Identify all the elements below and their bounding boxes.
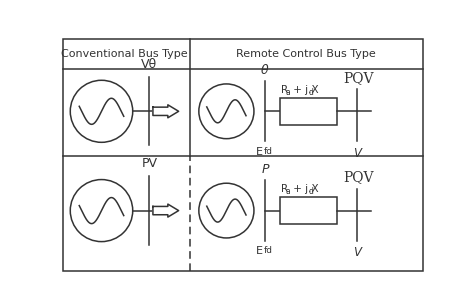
Text: Remote Control Bus Type: Remote Control Bus Type [237,49,376,59]
Text: + j.X: + j.X [290,85,318,95]
Bar [280,98,337,125]
Polygon shape [153,204,179,217]
Text: + j.X: + j.X [290,184,318,194]
Text: fd: fd [264,246,273,255]
Text: PV: PV [141,157,157,170]
Text: PQV: PQV [343,171,374,185]
Text: Conventional Bus Type: Conventional Bus Type [61,49,188,59]
Text: P: P [261,163,269,176]
Text: d: d [308,88,313,97]
Bar [280,197,337,224]
Text: θ: θ [261,64,269,77]
Text: E: E [256,147,263,157]
Text: a: a [286,187,291,196]
Text: a: a [286,88,291,97]
Text: PQV: PQV [343,71,374,85]
Text: R: R [282,85,289,95]
Text: V: V [353,246,361,259]
Text: fd: fd [264,147,273,156]
Text: R: R [282,184,289,194]
Text: V: V [353,147,361,160]
Polygon shape [153,105,179,118]
Text: E: E [256,246,263,256]
Text: Vθ: Vθ [141,58,157,71]
Text: d: d [308,187,313,196]
